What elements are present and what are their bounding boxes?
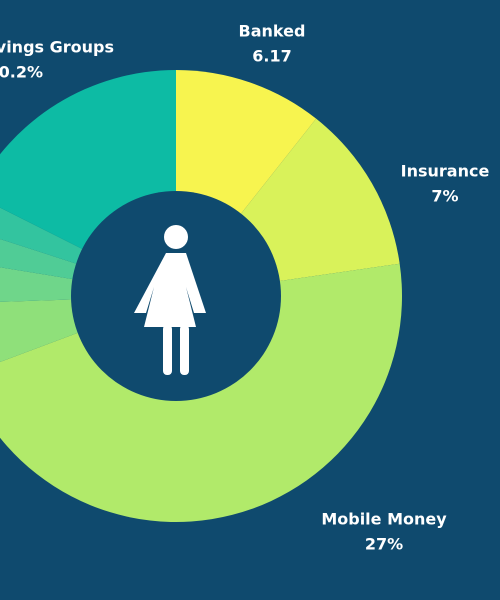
value-label: 27% [365,535,403,554]
labels: Banked 6.17 Insurance 7% Mobile Money 27% Savi… [0,22,489,554]
value-label: 6.17 [252,47,291,66]
value-label: 10.2% [0,63,43,82]
woman-icon [134,225,206,375]
slice-label: Banked [239,22,306,41]
slice-label: Savings Groups [0,38,114,57]
value-label: 7% [431,187,458,206]
slice-label: Mobile Money [321,510,447,529]
slice-label: Insurance [401,162,490,181]
